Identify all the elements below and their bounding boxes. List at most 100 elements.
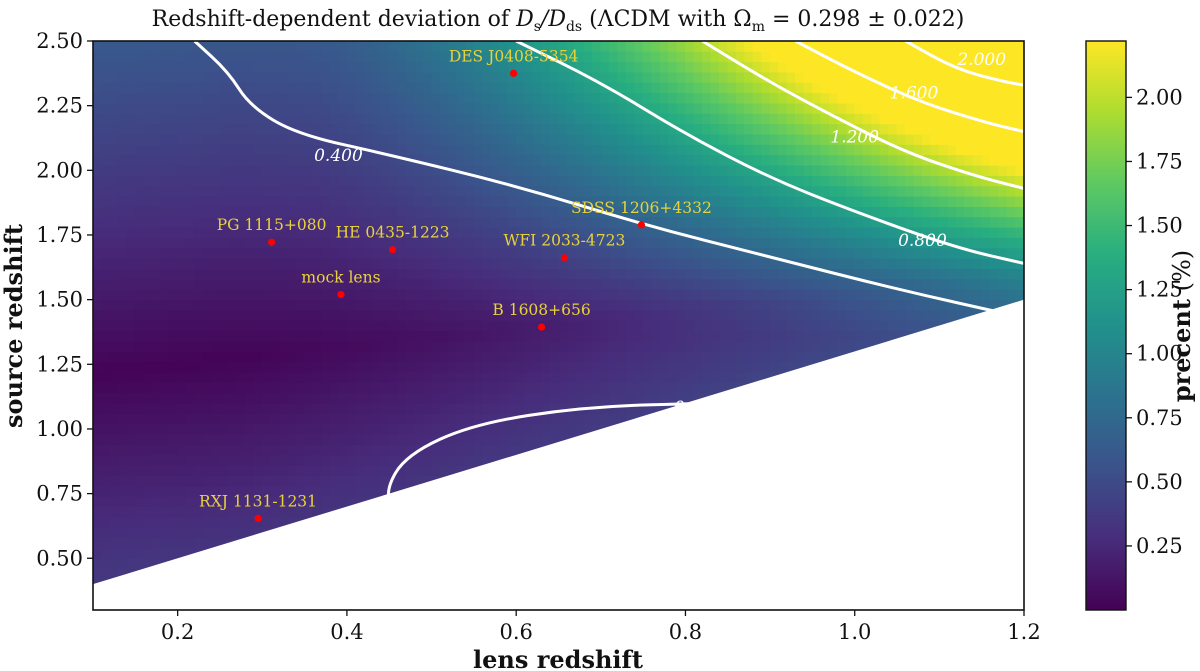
heatmap-cell: [346, 340, 356, 352]
heatmap-cell: [321, 361, 331, 373]
heatmap-cell: [101, 371, 111, 383]
heatmap-cell: [134, 299, 145, 311]
heatmap-cell: [295, 309, 305, 321]
heatmap-cell: [151, 102, 162, 114]
heatmap-cell: [329, 61, 339, 73]
heatmap-cell: [236, 506, 246, 518]
heatmap-cell: [490, 382, 500, 394]
heatmap-cell: [261, 444, 272, 456]
heatmap-cell: [651, 278, 661, 290]
heatmap-cell: [244, 50, 255, 63]
heatmap-cell: [185, 454, 195, 466]
heatmap-cell: [532, 92, 542, 104]
heatmap-cell: [490, 133, 500, 145]
heatmap-cell: [101, 206, 111, 218]
heatmap-cell: [405, 185, 416, 197]
heatmap-cell: [126, 278, 136, 290]
heatmap-cell: [346, 485, 356, 497]
heatmap-cell: [194, 288, 204, 301]
heatmap-cell: [177, 71, 187, 83]
heatmap-cell: [803, 247, 813, 259]
heatmap-cell: [338, 61, 348, 73]
heatmap-cell: [617, 175, 627, 187]
heatmap-cell: [329, 495, 339, 507]
heatmap-cell: [228, 475, 238, 487]
heatmap-cell: [583, 288, 593, 301]
heatmap-cell: [549, 247, 559, 259]
heatmap-cell: [168, 299, 179, 311]
heatmap-cell: [575, 257, 585, 269]
heatmap-cell: [617, 278, 627, 290]
heatmap-cell: [515, 350, 526, 363]
heatmap-cell: [701, 382, 712, 394]
heatmap-cell: [134, 102, 145, 114]
heatmap-cell: [515, 123, 526, 135]
heatmap-cell: [270, 123, 280, 135]
heatmap-cell: [541, 154, 551, 166]
heatmap-cell: [507, 278, 517, 290]
heatmap-cell: [414, 413, 424, 425]
heatmap-cell: [228, 81, 238, 94]
heatmap-cell: [287, 257, 297, 269]
heatmap-cell: [752, 371, 763, 383]
heatmap-cell: [143, 164, 153, 176]
heatmap-cell: [507, 444, 517, 456]
heatmap-cell: [321, 61, 331, 73]
heatmap-cell: [820, 319, 830, 332]
heatmap-cell: [625, 123, 636, 135]
heatmap-cell: [101, 557, 111, 570]
heatmap-cell: [109, 444, 119, 456]
heatmap-cell: [507, 81, 517, 94]
heatmap-cell: [270, 392, 280, 404]
heatmap-cell: [642, 299, 652, 311]
heatmap-cell: [769, 164, 779, 176]
heatmap-cell: [101, 433, 111, 445]
heatmap-cell: [541, 350, 551, 363]
heatmap-cell: [507, 216, 517, 228]
heatmap-field: [93, 41, 1024, 610]
heatmap-cell: [270, 309, 280, 321]
heatmap-cell: [498, 423, 509, 435]
heatmap-cell: [490, 350, 500, 363]
heatmap-cell: [439, 206, 449, 218]
heatmap-cell: [388, 216, 399, 228]
heatmap-cell: [490, 247, 500, 259]
heatmap-cell: [422, 340, 432, 352]
heatmap-cell: [651, 61, 661, 73]
heatmap-cell: [778, 226, 788, 238]
heatmap-cell: [126, 206, 136, 218]
heatmap-cell: [498, 81, 509, 94]
heatmap-cell: [481, 41, 492, 52]
heatmap-cell: [752, 299, 763, 311]
heatmap-cell: [253, 268, 263, 280]
heatmap-cell: [126, 350, 136, 363]
heatmap-cell: [405, 288, 416, 301]
heatmap-cell: [219, 413, 229, 425]
heatmap-cell: [93, 123, 102, 135]
heatmap-cell: [473, 340, 483, 352]
heatmap-cell: [117, 185, 128, 197]
heatmap-cell: [346, 50, 356, 63]
heatmap-cell: [371, 133, 382, 145]
heatmap-cell: [642, 123, 652, 135]
heatmap-cell: [456, 81, 466, 94]
heatmap-cell: [625, 102, 636, 114]
heatmap-cell: [287, 102, 297, 114]
heatmap-cell: [219, 423, 229, 435]
heatmap-cell: [244, 247, 255, 259]
heatmap-cell: [160, 123, 170, 135]
heatmap-cell: [659, 319, 669, 332]
heatmap-cell: [465, 413, 475, 425]
heatmap-cell: [854, 185, 864, 197]
heatmap-cell: [854, 268, 864, 280]
heatmap-cell: [134, 164, 145, 176]
heatmap-cell: [270, 475, 280, 487]
heatmap-cell: [608, 92, 619, 104]
heatmap-cell: [134, 330, 145, 342]
heatmap-cell: [439, 175, 449, 187]
heatmap-cell: [845, 50, 856, 63]
heatmap-cell: [177, 475, 187, 487]
heatmap-cell: [456, 402, 466, 414]
heatmap-cell: [575, 309, 585, 321]
heatmap-cell: [575, 133, 585, 145]
